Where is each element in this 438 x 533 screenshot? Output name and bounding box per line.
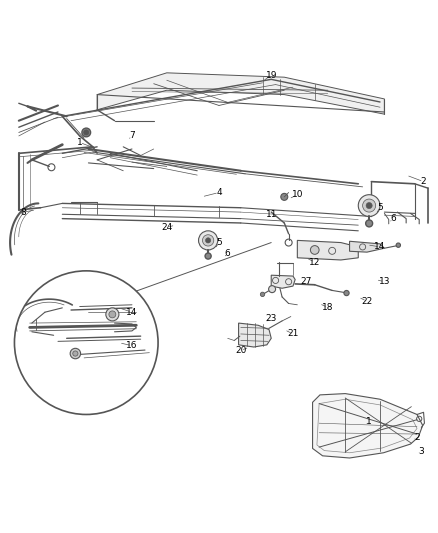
Circle shape [260, 292, 265, 296]
Circle shape [311, 246, 319, 254]
Text: 23: 23 [265, 314, 277, 323]
Text: 5: 5 [216, 238, 222, 247]
Text: 16: 16 [126, 341, 138, 350]
Text: 6: 6 [225, 249, 230, 258]
Text: 24: 24 [161, 223, 173, 232]
Circle shape [268, 286, 276, 293]
Circle shape [84, 130, 89, 135]
Circle shape [202, 235, 214, 246]
Circle shape [363, 199, 376, 212]
Text: 19: 19 [265, 70, 277, 79]
Circle shape [14, 271, 158, 415]
Circle shape [366, 220, 373, 227]
Polygon shape [297, 240, 358, 260]
Circle shape [106, 308, 119, 321]
Text: 2: 2 [421, 177, 426, 186]
Polygon shape [271, 275, 295, 288]
Text: 5: 5 [377, 203, 383, 212]
Text: 14: 14 [374, 243, 386, 252]
Text: 10: 10 [292, 190, 303, 199]
Circle shape [281, 193, 288, 200]
Polygon shape [239, 323, 271, 347]
Text: 20: 20 [235, 346, 247, 355]
Circle shape [344, 290, 349, 296]
Text: 6: 6 [390, 214, 396, 223]
Text: 12: 12 [309, 257, 321, 266]
Text: 2: 2 [414, 433, 420, 442]
Text: 3: 3 [418, 447, 424, 456]
Text: 22: 22 [361, 297, 373, 306]
Text: 21: 21 [287, 329, 299, 338]
Text: 27: 27 [300, 277, 312, 286]
Text: 4: 4 [216, 188, 222, 197]
Text: 13: 13 [378, 277, 390, 286]
Circle shape [366, 203, 372, 208]
Text: 1: 1 [366, 417, 372, 426]
Circle shape [396, 243, 400, 247]
Circle shape [198, 231, 218, 250]
Polygon shape [350, 241, 385, 252]
Circle shape [205, 238, 211, 243]
Circle shape [73, 351, 78, 356]
Circle shape [109, 311, 116, 318]
Text: 18: 18 [322, 303, 334, 312]
Text: 14: 14 [126, 308, 138, 317]
Text: 1: 1 [77, 138, 83, 147]
Text: 11: 11 [265, 210, 277, 219]
Text: 7: 7 [129, 132, 135, 140]
Circle shape [82, 128, 91, 137]
Circle shape [70, 349, 81, 359]
Circle shape [358, 195, 380, 216]
Polygon shape [313, 393, 423, 458]
Polygon shape [97, 73, 385, 114]
Circle shape [205, 253, 211, 259]
Text: 8: 8 [20, 207, 26, 216]
